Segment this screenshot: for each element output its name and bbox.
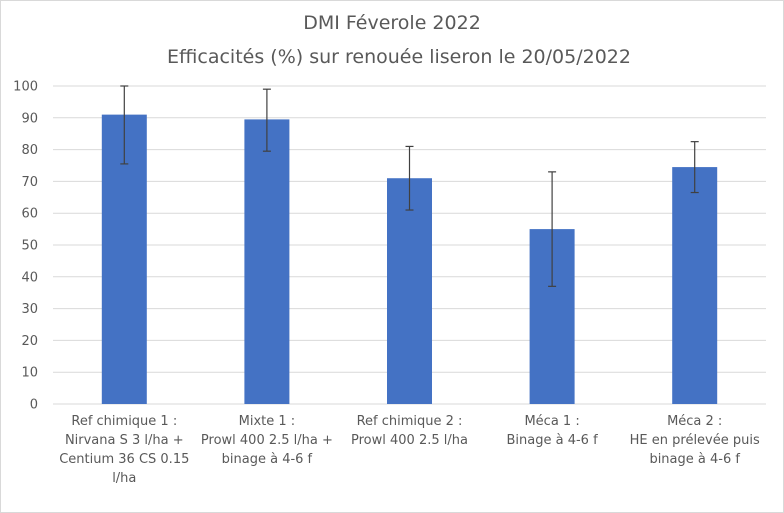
bar-1 bbox=[244, 119, 290, 404]
category-label-line: Mixte 1 : bbox=[239, 414, 296, 429]
category-label-line: l/ha bbox=[112, 471, 136, 486]
category-label-line: Centium 36 CS 0.15 bbox=[59, 452, 189, 467]
bar-4 bbox=[672, 167, 718, 404]
bars bbox=[101, 114, 718, 405]
category-label-line: binage à 4-6 f bbox=[649, 452, 740, 467]
y-tick-label-3: 30 bbox=[21, 302, 38, 317]
y-tick-label-8: 80 bbox=[21, 143, 38, 158]
y-tick-label-9: 90 bbox=[21, 111, 38, 126]
category-label-line: Prowl 400 2.5 l/ha + bbox=[201, 433, 333, 448]
category-label-0: Ref chimique 1 : Nirvana S 3 l/ha + Centiu… bbox=[59, 414, 189, 486]
category-label-line: Méca 2 : bbox=[667, 414, 722, 429]
category-label-4: Méca 2 : HE en prélevée puis binage à 4-6 … bbox=[630, 414, 760, 467]
y-tick-label-0: 0 bbox=[30, 398, 38, 413]
category-label-line: Méca 1 : bbox=[524, 414, 579, 429]
y-tick-label-7: 70 bbox=[21, 175, 38, 190]
category-label-line: Binage à 4-6 f bbox=[507, 433, 599, 448]
category-label-3: Méca 1 : Binage à 4-6 f bbox=[507, 414, 599, 448]
y-tick-label-1: 10 bbox=[21, 366, 38, 381]
category-label-line: HE en prélevée puis bbox=[630, 433, 760, 448]
category-label-line: Prowl 400 2.5 l/ha bbox=[351, 433, 468, 448]
category-label-line: Ref chimique 1 : bbox=[71, 414, 177, 429]
category-label-line: binage à 4-6 f bbox=[222, 452, 313, 467]
category-label-1: Mixte 1 : Prowl 400 2.5 l/ha + binage à 4-… bbox=[201, 414, 333, 467]
y-tick-label-4: 40 bbox=[21, 270, 38, 285]
category-label-line: Nirvana S 3 l/ha + bbox=[65, 433, 184, 448]
x-axis-labels: Ref chimique 1 : Nirvana S 3 l/ha + Centiu… bbox=[59, 414, 760, 486]
y-tick-label-5: 50 bbox=[21, 239, 38, 254]
y-tick-label-10: 100 bbox=[13, 80, 38, 95]
category-label-line: Ref chimique 2 : bbox=[357, 414, 463, 429]
chart-title: DMI Féverole 2022 bbox=[303, 12, 481, 34]
y-tick-label-6: 60 bbox=[21, 207, 38, 222]
y-axis-ticks: 0 10 20 30 40 50 60 70 80 90 100 bbox=[13, 80, 38, 413]
y-tick-label-2: 20 bbox=[21, 334, 38, 349]
category-label-2: Ref chimique 2 : Prowl 400 2.5 l/ha bbox=[351, 414, 468, 448]
bar-2 bbox=[387, 178, 432, 404]
chart-subtitle: Efficacités (%) sur renouée liseron le 2… bbox=[167, 46, 631, 68]
error-bars bbox=[120, 85, 699, 287]
